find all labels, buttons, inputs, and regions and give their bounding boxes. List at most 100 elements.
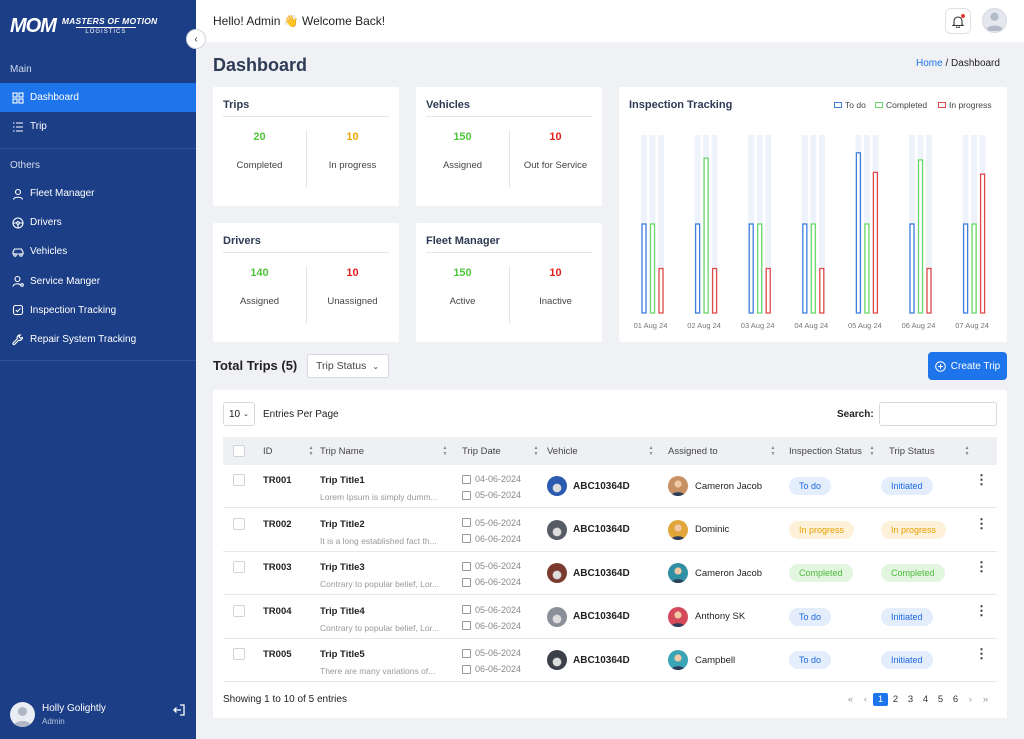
bar-completed[interactable] bbox=[810, 223, 816, 314]
brand-logo[interactable]: MOM MASTERS OF MOTION LOGISTICS bbox=[10, 12, 157, 40]
last-page-button[interactable]: » bbox=[982, 694, 989, 705]
next-page-button[interactable]: › bbox=[968, 694, 973, 705]
bar-completed[interactable] bbox=[703, 157, 709, 314]
first-page-button[interactable]: « bbox=[847, 694, 854, 705]
column-header-inspection-status[interactable]: Inspection Status bbox=[789, 446, 862, 457]
trip-name[interactable]: Trip Title2 bbox=[320, 518, 365, 530]
entries-per-page-select[interactable]: 10 ⌄ bbox=[223, 402, 255, 426]
bar-to-do[interactable] bbox=[962, 223, 969, 314]
bar-track bbox=[818, 135, 825, 313]
trip-status-badge: Initiated bbox=[881, 607, 933, 626]
page-button-2[interactable]: 2 bbox=[892, 694, 899, 705]
sort-icon[interactable]: ▲▼ bbox=[442, 445, 448, 457]
sort-icon[interactable]: ▲▼ bbox=[964, 445, 970, 457]
more-options-icon[interactable]: ⋮ bbox=[975, 515, 988, 531]
column-header-trip-name[interactable]: Trip Name bbox=[320, 446, 364, 457]
bar-in-progress[interactable] bbox=[926, 267, 932, 314]
row-checkbox[interactable] bbox=[233, 648, 245, 660]
bar-completed[interactable] bbox=[971, 223, 977, 314]
bar-to-do[interactable] bbox=[909, 223, 915, 314]
trip-status-dropdown[interactable]: Trip Status ⌄ bbox=[307, 354, 389, 378]
calendar-icon bbox=[462, 534, 471, 543]
more-options-icon[interactable]: ⋮ bbox=[975, 602, 988, 618]
start-date: 05-06-2024 bbox=[462, 645, 521, 661]
trip-name[interactable]: Trip Title3 bbox=[320, 562, 365, 573]
bar-track bbox=[658, 135, 664, 313]
bar-to-do[interactable] bbox=[748, 223, 754, 314]
bar-completed[interactable] bbox=[864, 223, 870, 314]
prev-page-button[interactable]: ‹ bbox=[863, 694, 868, 705]
bar-completed[interactable] bbox=[757, 223, 763, 314]
sidebar-item-drivers[interactable]: Drivers bbox=[0, 208, 196, 237]
stat-label: Assigned bbox=[442, 160, 483, 171]
end-date-text: 06-06-2024 bbox=[475, 664, 522, 674]
trip-id: TR004 bbox=[263, 605, 292, 617]
user-icon bbox=[12, 188, 24, 200]
search-input[interactable] bbox=[879, 402, 997, 426]
bar-to-do[interactable] bbox=[855, 152, 862, 314]
trip-description: Contrary to popular belief, Lor... bbox=[320, 579, 440, 589]
user-profile[interactable]: Holly Golightly Admin bbox=[10, 702, 106, 727]
bar-track bbox=[765, 135, 772, 313]
card-title: Trips bbox=[223, 99, 250, 111]
column-header-vehicle[interactable]: Vehicle bbox=[547, 446, 578, 457]
sidebar-item-vehicles[interactable]: Vehicles bbox=[0, 237, 196, 266]
bar-completed[interactable] bbox=[649, 223, 656, 314]
sort-icon[interactable]: ▲▼ bbox=[533, 445, 539, 457]
row-checkbox[interactable] bbox=[233, 604, 245, 617]
bar-in-progress[interactable] bbox=[765, 267, 771, 314]
trip-name[interactable]: Trip Title1 bbox=[320, 475, 365, 486]
trip-id: TR003 bbox=[263, 562, 292, 573]
sidebar-divider bbox=[0, 148, 196, 149]
create-trip-button[interactable]: Create Trip bbox=[928, 352, 1007, 380]
breadcrumb-home-link[interactable]: Home bbox=[916, 58, 943, 69]
sort-icon[interactable]: ▲▼ bbox=[308, 445, 314, 457]
select-all-checkbox[interactable] bbox=[233, 445, 245, 457]
trip-name[interactable]: Trip Title5 bbox=[320, 649, 365, 660]
column-header-trip-status[interactable]: Trip Status bbox=[889, 446, 935, 457]
bar-to-do[interactable] bbox=[802, 223, 808, 314]
trip-name[interactable]: Trip Title4 bbox=[320, 605, 365, 617]
sidebar-item-fleet-manager[interactable]: Fleet Manager bbox=[0, 179, 196, 208]
page-button-1[interactable]: 1 bbox=[873, 693, 888, 706]
page-button-5[interactable]: 5 bbox=[937, 694, 944, 705]
sort-icon[interactable]: ▲▼ bbox=[770, 445, 776, 457]
column-header-trip-date[interactable]: Trip Date bbox=[462, 446, 501, 457]
sidebar-item-dashboard[interactable]: Dashboard bbox=[0, 83, 196, 112]
column-header-id[interactable]: ID bbox=[263, 446, 273, 457]
more-options-icon[interactable]: ⋮ bbox=[975, 472, 988, 487]
more-options-icon[interactable]: ⋮ bbox=[975, 646, 988, 661]
bar-in-progress[interactable] bbox=[872, 171, 879, 314]
assigned-name: Anthony SK bbox=[695, 611, 746, 622]
sidebar-item-service-manger[interactable]: Service Manger bbox=[0, 267, 196, 296]
stat-label: Unassigned bbox=[327, 296, 378, 307]
greeting-text: Hello! Admin 👋 Welcome Back! bbox=[213, 14, 386, 28]
assigned-cell: Cameron Jacob bbox=[668, 563, 762, 583]
sidebar-item-trip[interactable]: Trip bbox=[0, 112, 196, 141]
row-checkbox[interactable] bbox=[233, 517, 245, 530]
sort-icon[interactable]: ▲▼ bbox=[648, 445, 654, 457]
column-header-assigned-to[interactable]: Assigned to bbox=[668, 446, 718, 457]
bar-in-progress[interactable] bbox=[658, 267, 664, 314]
bar-in-progress[interactable] bbox=[819, 267, 825, 314]
bar-to-do[interactable] bbox=[641, 223, 647, 314]
logout-icon[interactable] bbox=[172, 703, 186, 717]
card-title: Drivers bbox=[223, 235, 261, 247]
sidebar-collapse-button[interactable]: ‹ bbox=[186, 29, 206, 49]
row-checkbox[interactable] bbox=[233, 474, 245, 486]
sidebar-item-repair-system-tracking[interactable]: Repair System Tracking bbox=[0, 325, 196, 354]
page-button-3[interactable]: 3 bbox=[907, 694, 914, 705]
bar-in-progress[interactable] bbox=[711, 267, 718, 314]
header-avatar[interactable] bbox=[982, 8, 1007, 33]
sidebar-item-inspection-tracking[interactable]: Inspection Tracking bbox=[0, 296, 196, 325]
more-options-icon[interactable]: ⋮ bbox=[975, 559, 988, 574]
row-checkbox[interactable] bbox=[233, 561, 245, 573]
notification-button[interactable] bbox=[945, 8, 971, 34]
inspection-chart: 01 Aug 24 02 Aug 24 03 Aug 24 04 Aug 24 05 A… bbox=[634, 135, 989, 330]
bar-in-progress[interactable] bbox=[979, 173, 986, 314]
bar-completed[interactable] bbox=[917, 159, 924, 314]
page-button-4[interactable]: 4 bbox=[922, 694, 929, 705]
page-button-6[interactable]: 6 bbox=[952, 694, 959, 705]
bar-to-do[interactable] bbox=[694, 223, 701, 314]
sort-icon[interactable]: ▲▼ bbox=[869, 445, 875, 457]
